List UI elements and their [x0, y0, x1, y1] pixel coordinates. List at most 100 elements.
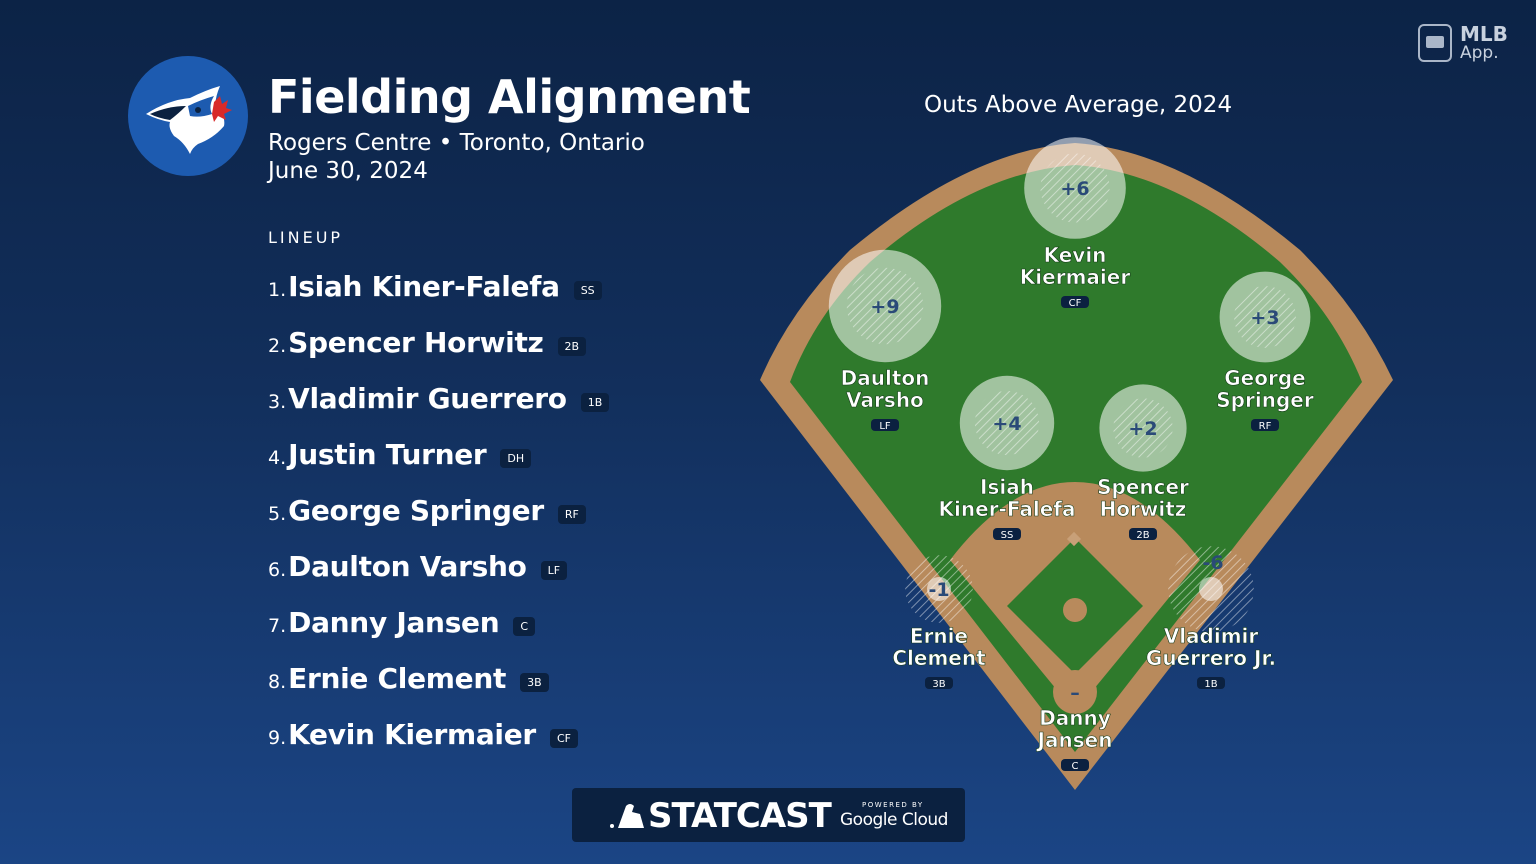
position-badge-bg: [925, 677, 953, 689]
home-plate-circle: [1053, 670, 1097, 714]
lineup-item: 3. Vladimir Guerrero 1B: [268, 370, 610, 426]
statcast-logo-icon: [610, 804, 644, 828]
oaa-value: +2: [1128, 418, 1157, 440]
fielder-name: Vladimir: [1164, 624, 1259, 648]
lineup-item: 6. Daulton Varsho LF: [268, 538, 609, 594]
lineup-number: 3.: [268, 391, 287, 413]
position-badge: 1B: [1204, 679, 1217, 690]
oaa-hatch: [1234, 286, 1296, 348]
lineup-item: 1. Isiah Kiner-Falefa SS: [268, 258, 609, 314]
position-badge: 3B: [932, 679, 945, 690]
position-badge-bg: [1251, 419, 1279, 431]
oaa-value: +4: [992, 413, 1021, 435]
oaa-hatch: [1113, 398, 1173, 458]
position-badge: C: [513, 616, 536, 636]
position-badge: LF: [540, 560, 568, 580]
position-badge: RF: [557, 504, 586, 524]
blue-jay-icon: [146, 86, 232, 154]
oaa-hatch: [1040, 153, 1110, 223]
fielder-name: Ernie: [910, 624, 968, 648]
fielder-name: Kevin: [1044, 243, 1107, 267]
position-badge: C: [1072, 761, 1079, 772]
statcast-footer: STATCAST POWERED BY Google Cloud: [572, 788, 965, 842]
lineup-list: 1. Isiah Kiner-Falefa SS 2. Spencer Horw…: [268, 258, 610, 762]
lineup-player-name: Justin Turner: [288, 437, 487, 471]
lineup-player-name: Vladimir Guerrero: [288, 381, 567, 415]
fielder-name: Danny: [1039, 706, 1111, 730]
oaa-circle: [1199, 577, 1223, 601]
venue-subtitle: Rogers Centre • Toronto, Ontario: [268, 130, 645, 156]
fielder-name: Isiah: [980, 475, 1034, 499]
lineup-player-name: Ernie Clement: [288, 661, 507, 695]
fielder-name: Spencer: [1097, 475, 1189, 499]
position-badge: CF: [1069, 298, 1082, 309]
team-logo: [128, 56, 248, 176]
position-badge-bg: [1061, 296, 1089, 308]
position-badge: SS: [1001, 530, 1014, 541]
position-badge: LF: [879, 421, 891, 432]
position-badge: CF: [549, 728, 578, 748]
lineup-player-name: Isiah Kiner-Falefa: [288, 269, 560, 303]
position-badge: RF: [1259, 421, 1272, 432]
lineup-player-name: Kevin Kiermaier: [288, 717, 536, 751]
position-badge: 3B: [520, 672, 549, 692]
lineup-heading: LINEUP: [268, 228, 344, 247]
fielder-name: Daulton: [841, 366, 930, 390]
position-badge-bg: [993, 528, 1021, 540]
oaa-value: -1: [928, 579, 949, 601]
lineup-number: 4.: [268, 447, 287, 469]
fielder-name: Jansen: [1036, 728, 1113, 752]
lineup-player-name: Spencer Horwitz: [288, 325, 544, 359]
fielder-name: Kiermaier: [1020, 265, 1131, 289]
fielder-name: Horwitz: [1100, 497, 1187, 521]
mlb-app-logo: MLB App.: [1418, 22, 1518, 66]
google-cloud-text: Google Cloud: [840, 810, 948, 830]
lineup-item: 7. Danny Jansen C: [268, 594, 609, 650]
oaa-value: +9: [870, 296, 899, 318]
position-badge: 1B: [580, 392, 610, 412]
position-badge-bg: [1197, 677, 1225, 689]
fielder-name: George: [1224, 366, 1305, 390]
position-badge-bg: [1061, 759, 1089, 771]
oaa-hatch: [974, 390, 1040, 456]
position-badge-bg: [871, 419, 899, 431]
mlb-logo-text: MLB: [1460, 22, 1508, 46]
lineup-number: 1.: [268, 279, 287, 301]
mlb-logo-icon: [1418, 24, 1452, 62]
lineup-item: 5. George Springer RF: [268, 482, 609, 538]
oaa-value: +6: [1060, 178, 1089, 200]
fielder-name: Springer: [1216, 388, 1314, 412]
lineup-number: 8.: [268, 671, 287, 693]
position-badge: SS: [573, 280, 602, 300]
lineup-item: 8. Ernie Clement 3B: [268, 650, 609, 706]
lineup-item: 4. Justin Turner DH: [268, 426, 609, 482]
position-badge: 2B: [1136, 530, 1149, 541]
lineup-player-name: Daulton Varsho: [288, 549, 527, 583]
position-badge: DH: [500, 448, 532, 468]
lineup-number: 6.: [268, 559, 287, 581]
pitchers-mound: [1063, 598, 1087, 622]
fielder-name: Clement: [892, 646, 986, 670]
oaa-value: -6: [1202, 552, 1223, 574]
fielder-name: Guerrero Jr.: [1146, 646, 1276, 670]
fielder-name: Varsho: [846, 388, 924, 412]
field-title: Outs Above Average, 2024: [924, 92, 1233, 118]
oaa-circle: [927, 577, 951, 601]
position-badge: 2B: [557, 336, 587, 356]
position-badge-bg: [1129, 528, 1157, 540]
oaa-hatch: [846, 267, 924, 345]
page-title: Fielding Alignment: [268, 70, 751, 124]
lineup-number: 2.: [268, 335, 287, 357]
lineup-player-name: Danny Jansen: [288, 605, 500, 639]
lineup-number: 9.: [268, 727, 287, 749]
lineup-item: 2. Spencer Horwitz 2B: [268, 314, 609, 370]
second-base: [1066, 531, 1082, 547]
game-date: June 30, 2024: [268, 158, 428, 184]
